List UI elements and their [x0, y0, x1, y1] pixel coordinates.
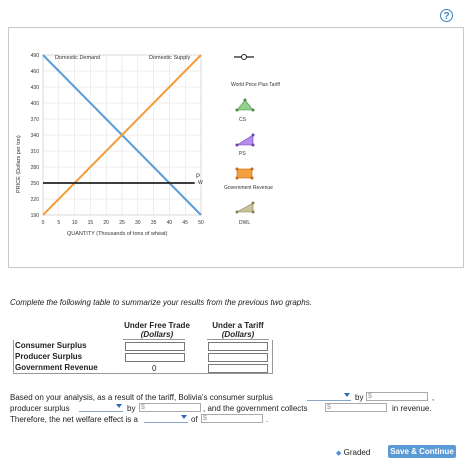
- row-label-ps: Producer Surplus: [15, 352, 83, 361]
- supply-curve[interactable]: [42, 54, 202, 216]
- save-continue-button[interactable]: Save & Continue: [388, 445, 456, 458]
- gov-rect-icon[interactable]: [235, 167, 254, 180]
- gov-revenue-input[interactable]: $: [325, 403, 387, 412]
- y-tick-label: 460: [31, 69, 40, 75]
- y-tick-label: 490: [31, 53, 40, 59]
- chevron-down-icon: [116, 404, 122, 408]
- pw-subscript: W: [198, 180, 203, 186]
- ps-triangle-icon[interactable]: [235, 133, 255, 147]
- help-button[interactable]: ?: [440, 9, 453, 22]
- y-tick-label: 310: [31, 149, 40, 155]
- dwl-triangle-icon[interactable]: [235, 201, 255, 214]
- x-tick-label: 25: [119, 220, 125, 226]
- x-axis-label: QUANTITY (Thousands of tons of wheat): [67, 231, 168, 237]
- row-label-gov: Government Revenue: [15, 363, 98, 372]
- x-tick-labels: 0 5 10 15 20 25 30 35 40 45 50: [42, 220, 204, 226]
- cs-tariff-input[interactable]: [208, 342, 268, 351]
- analysis-of: of: [191, 415, 198, 424]
- legend-label-world-price: World Price Plus Tariff: [231, 82, 281, 88]
- analysis-text-2: producer surplus: [10, 404, 70, 413]
- graph-panel: 490 460 430 400 370 340 310 280 250 220 190 0 5 10 15…: [8, 27, 464, 268]
- y-axis-label: PRICE (Dollars per ton): [16, 135, 22, 193]
- welfare-amount-input[interactable]: $: [201, 414, 263, 423]
- demand-label: Domestic Demand: [55, 55, 100, 61]
- supply-label: Domestic Supply: [149, 55, 191, 61]
- analysis-comma: ,: [432, 393, 435, 402]
- cs-triangle-icon[interactable]: [235, 98, 255, 112]
- summary-table: [13, 340, 273, 374]
- x-tick-label: 30: [135, 220, 141, 226]
- legend-label-cs: CS: [239, 117, 247, 123]
- x-tick-label: 45: [182, 220, 188, 226]
- analysis-text-1: Based on your analysis, as a result of t…: [10, 393, 273, 402]
- y-tick-label: 190: [31, 213, 40, 219]
- analysis-period: .: [266, 415, 269, 424]
- analysis-by-1: by: [355, 393, 364, 402]
- analysis-text-3: Therefore, the net welfare effect is a: [10, 415, 138, 424]
- legend: World Price Plus Tariff CS PS Government…: [224, 54, 281, 226]
- legend-label-gov: Government Revenue: [224, 185, 273, 191]
- y-tick-labels: 490 460 430 400 370 340 310 280 250 220 190: [31, 53, 40, 219]
- col-header-tariff: Under a Tariff (Dollars): [212, 321, 264, 339]
- x-tick-label: 5: [57, 220, 60, 226]
- x-tick-label: 0: [42, 220, 45, 226]
- graded-indicator: ◆ Graded: [336, 448, 370, 457]
- row-label-cs: Consumer Surplus: [15, 341, 87, 350]
- legend-label-ps: PS: [239, 151, 246, 157]
- x-tick-label: 35: [151, 220, 157, 226]
- chevron-down-icon: [181, 415, 187, 419]
- welfare-effect-dropdown[interactable]: [144, 414, 188, 423]
- divider: [123, 339, 185, 340]
- y-tick-label: 280: [31, 165, 40, 171]
- y-tick-label: 250: [31, 181, 40, 187]
- x-tick-label: 15: [88, 220, 94, 226]
- y-tick-label: 370: [31, 117, 40, 123]
- ps-change-amount-input[interactable]: $: [139, 403, 201, 412]
- supply-demand-graph[interactable]: 490 460 430 400 370 340 310 280 250 220 190 0 5 10 15…: [9, 28, 463, 267]
- instruction-text: Complete the following table to summariz…: [10, 298, 312, 307]
- pw-label: P: [196, 174, 200, 180]
- cs-change-dropdown[interactable]: [307, 392, 351, 401]
- y-tick-label: 430: [31, 85, 40, 91]
- ps-free-trade-input[interactable]: [125, 353, 185, 362]
- line-marker-icon[interactable]: [234, 54, 254, 60]
- gov-tariff-input[interactable]: [208, 364, 268, 373]
- analysis-text-2d: in revenue.: [392, 404, 432, 413]
- cs-free-trade-input[interactable]: [125, 342, 185, 351]
- graded-label: Graded: [343, 448, 371, 457]
- analysis-by-2: by: [127, 404, 136, 413]
- x-tick-label: 10: [72, 220, 78, 226]
- y-tick-label: 340: [31, 133, 40, 139]
- y-tick-label: 220: [31, 197, 40, 203]
- legend-label-dwl: DWL: [239, 220, 250, 226]
- gov-free-trade-value: 0: [152, 364, 157, 373]
- x-tick-label: 50: [198, 220, 204, 226]
- ps-tariff-input[interactable]: [208, 353, 268, 362]
- ps-change-dropdown[interactable]: [79, 403, 123, 412]
- diamond-icon: ◆: [336, 450, 342, 457]
- y-tick-label: 400: [31, 101, 40, 107]
- col-header-free-trade: Under Free Trade (Dollars): [124, 321, 190, 339]
- divider: [207, 339, 269, 340]
- x-tick-label: 20: [103, 220, 109, 226]
- analysis-text-2c: , and the government collects: [203, 404, 308, 413]
- cs-change-amount-input[interactable]: $: [366, 392, 428, 401]
- x-tick-label: 40: [167, 220, 173, 226]
- chevron-down-icon: [344, 393, 350, 397]
